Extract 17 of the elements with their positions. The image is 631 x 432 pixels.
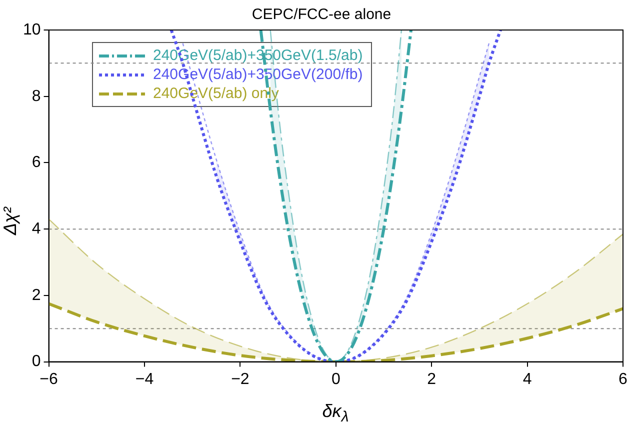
x-tick-label: 6 <box>618 370 628 388</box>
x-tick-label: −2 <box>231 370 250 388</box>
x-tick-label: 0 <box>331 370 340 388</box>
x-tick-label: −6 <box>40 370 58 388</box>
y-tick-label: 6 <box>32 154 41 172</box>
x-axis-title: δκ$_{λ}$ <box>321 401 350 426</box>
y-axis-title: Δχ² <box>0 206 21 235</box>
y-tick-label: 0 <box>32 353 41 370</box>
x-tick-label: −4 <box>135 370 154 388</box>
y-tick-label: 2 <box>32 286 41 304</box>
legend-label: 240GeV(5/ab) only <box>153 84 279 103</box>
x-tick-label: 2 <box>427 370 436 388</box>
y-tick-label: 10 <box>23 21 41 38</box>
chart-title: CEPC/FCC-ee alone <box>252 6 392 24</box>
x-tick-label: 4 <box>522 370 532 388</box>
y-tick-label: 4 <box>32 220 41 238</box>
y-tick-label: 8 <box>32 88 41 105</box>
